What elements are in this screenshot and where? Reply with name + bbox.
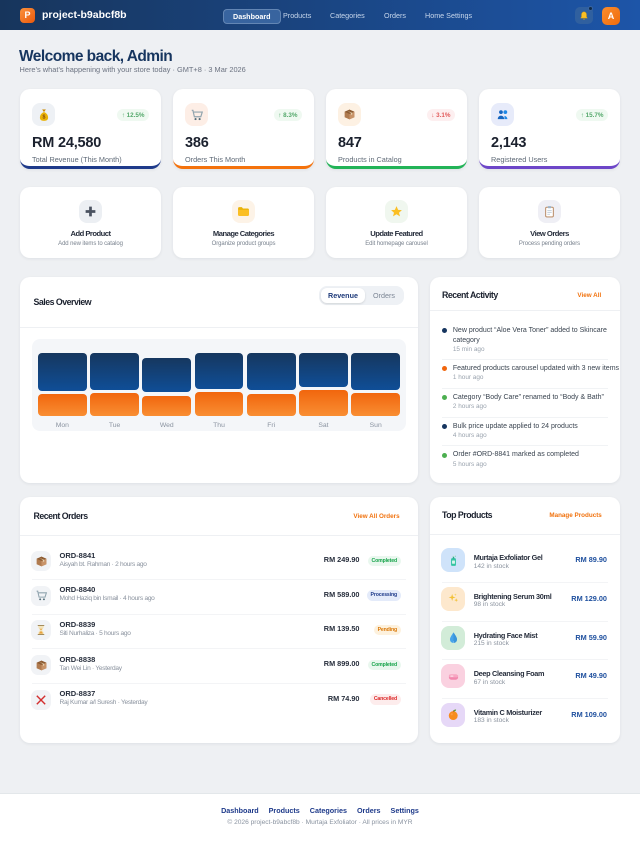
svg-text:$: $: [42, 114, 45, 120]
